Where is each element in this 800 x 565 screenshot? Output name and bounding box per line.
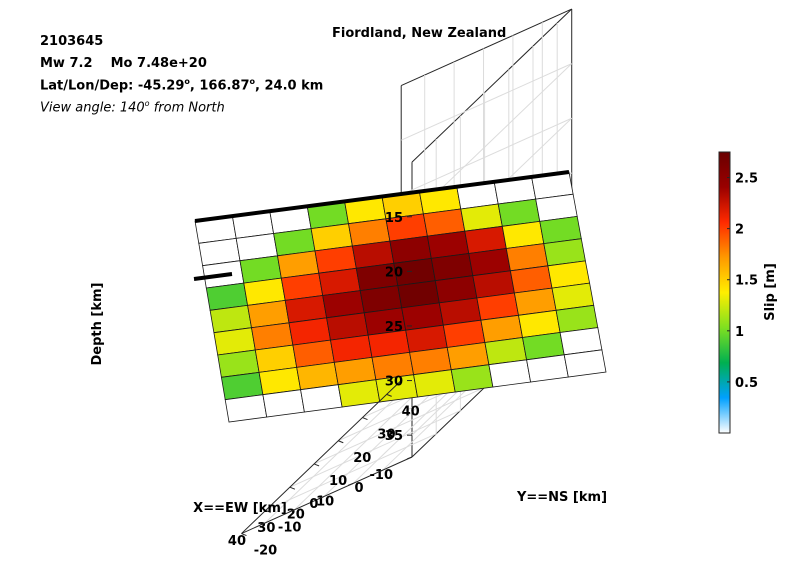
colorbar-bar <box>718 151 731 434</box>
z-tick-label: 15 <box>385 211 403 226</box>
fault-top-edge-left-stub <box>193 272 233 281</box>
grid-line-z-right-wall <box>400 117 572 196</box>
colorbar: 0.5 1 1.5 2 2.5 <box>718 151 758 434</box>
view-prefix: View angle: 140 <box>40 100 145 116</box>
box-edge-top-left <box>411 8 573 163</box>
x-tick-mark <box>406 456 413 460</box>
x-tick-mark <box>289 509 295 513</box>
chart-title: Fiordland, New Zealand <box>332 26 507 41</box>
z-tick-label: 30 <box>385 375 403 390</box>
y-tick-label: 0 <box>309 497 318 512</box>
mw-value: Mw 7.2 <box>40 56 93 71</box>
box-edge-top-right <box>400 8 572 87</box>
y-tick-label: 30 <box>377 428 395 443</box>
x-tick-mark <box>259 522 266 526</box>
x-tick-label: 30 <box>257 521 275 536</box>
y-tick-label: 20 <box>353 451 371 466</box>
x-tick-label: 10 <box>316 494 334 509</box>
colorbar-tick-label: 2 <box>735 223 744 238</box>
colorbar-tick-label: 1.5 <box>735 274 758 289</box>
location-suffix: , 24.0 km <box>255 78 324 94</box>
slip-patch <box>262 389 305 418</box>
grid-line-z-right-wall <box>400 63 572 141</box>
slip-patches <box>194 171 607 423</box>
x-tick-label: 40 <box>228 534 246 549</box>
z-axis-label: Depth [km] <box>90 283 105 366</box>
y-tick-mark <box>241 533 247 537</box>
x-tick-label: -10 <box>370 468 394 483</box>
slip-patch <box>337 379 381 408</box>
degree-mark: o <box>184 77 190 86</box>
y-tick-label: -20 <box>254 544 278 559</box>
grid-line-y-floor <box>289 410 461 488</box>
x-axis-label: X==EW [km] <box>193 501 287 516</box>
location-line: Lat/Lon/Dep: -45.29o, 166.87o, 24.0 km <box>40 77 323 93</box>
y-tick-mark <box>313 463 320 467</box>
colorbar-label: Slip [m] <box>763 263 778 321</box>
magnitude-line: Mw 7.2 Mo 7.48e+20 <box>40 56 207 71</box>
x-tick-mark <box>377 469 383 473</box>
y-axis-label: Y==NS [km] <box>516 490 607 505</box>
y-tick-mark <box>338 440 344 444</box>
slip-patch <box>413 369 456 398</box>
x-tick-mark <box>318 496 324 500</box>
y-tick-mark <box>362 417 368 421</box>
y-tick-label: 40 <box>402 404 420 419</box>
box-edge-front-bottom-right <box>241 380 402 534</box>
fault-top-edge <box>193 170 570 281</box>
y-tick-label: -10 <box>278 520 302 535</box>
fault-top-edge-line <box>194 170 570 223</box>
y-tick-label: 10 <box>329 474 347 489</box>
event-id: 2103645 <box>40 34 104 49</box>
view-angle: View angle: 140o from North <box>40 99 225 115</box>
x-tick-label: 0 <box>355 481 364 496</box>
x-tick-mark <box>348 482 354 486</box>
slip-patch <box>300 384 343 413</box>
slip-patch <box>563 349 607 378</box>
axes-box-front <box>241 380 413 535</box>
location-prefix: Lat/Lon/Dep: -45.29 <box>40 78 185 94</box>
grid-line-y-floor <box>265 433 437 511</box>
slip-patch <box>224 394 268 423</box>
z-tick-label: 35 <box>385 429 403 444</box>
y-tick-mark <box>289 486 296 490</box>
degree-mark: o <box>144 99 150 108</box>
slip-patch <box>488 359 532 388</box>
slip-patch <box>526 354 569 383</box>
y-tick-mark <box>265 509 271 513</box>
view-suffix: from North <box>149 100 225 116</box>
colorbar-tick-label: 1 <box>735 325 744 340</box>
box-edge-front-bottom-left <box>241 456 413 535</box>
location-lon: , 166.87 <box>189 78 250 94</box>
z-tick-label: 25 <box>385 320 403 335</box>
grid-line-y-floor <box>313 386 485 465</box>
colorbar-tick-label: 0.5 <box>735 376 758 391</box>
mo-value: Mo 7.48e+20 <box>110 56 207 71</box>
slip-patch <box>450 364 494 393</box>
degree-mark: o <box>249 77 256 86</box>
y-tick-mark <box>386 393 392 397</box>
z-tick-label: 20 <box>385 265 403 280</box>
colorbar-tick-label: 2.5 <box>735 172 758 187</box>
